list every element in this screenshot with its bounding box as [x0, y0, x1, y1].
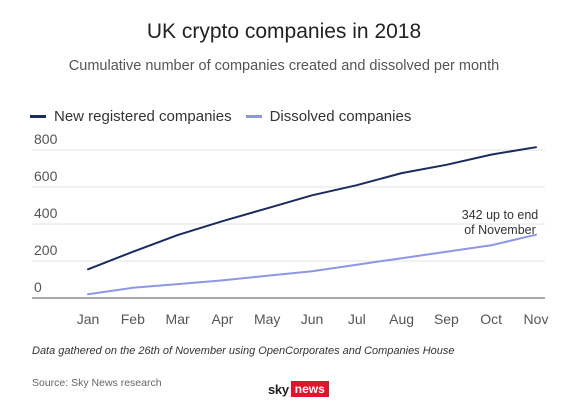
annotation-text: 342 up to end [462, 208, 539, 222]
x-tick-label: Sep [434, 311, 459, 327]
x-tick-label: Apr [212, 311, 234, 327]
chart-subtitle: Cumulative number of companies created a… [68, 58, 500, 74]
legend-swatch-new [30, 115, 46, 118]
legend-swatch-dissolved [245, 115, 262, 118]
series-line-new-registered [87, 146, 537, 271]
x-tick-label: Jul [348, 311, 366, 327]
y-tick-label: 800 [34, 131, 58, 147]
series-line-dissolved [87, 233, 537, 296]
chart-title: UK crypto companies in 2018 [146, 20, 422, 43]
x-tick-label: Aug [389, 311, 414, 327]
legend-item-new: New registered companies [30, 108, 232, 125]
y-tick-label: 600 [34, 168, 58, 184]
line-chart: 0 200 400 600 800 Jan Feb Mar Apr May Jun Jul Aug Se… [32, 131, 549, 327]
x-tick-label: Mar [166, 311, 190, 327]
x-tick-label: Jun [301, 311, 324, 327]
legend-item-dissolved: Dissolved companies [245, 108, 412, 125]
source-text: Source: Sky News research [32, 377, 162, 389]
y-tick-label: 200 [34, 242, 58, 258]
legend-label-dissolved: Dissolved companies [269, 108, 412, 125]
y-tick-label: 0 [34, 279, 42, 295]
data-note: Data gathered on the 26th of November us… [32, 345, 455, 357]
sky-news-logo: sky news [268, 381, 329, 397]
logo-news-text: news [290, 381, 329, 397]
legend: New registered companies Dissolved compa… [30, 108, 425, 125]
x-tick-label: Jan [77, 311, 100, 327]
y-tick-label: 400 [34, 205, 58, 221]
x-tick-label: Oct [480, 311, 502, 327]
x-tick-label: May [254, 311, 280, 327]
x-tick-label: Nov [524, 311, 549, 327]
annotation-text: of November [464, 223, 536, 237]
x-tick-label: Feb [121, 311, 145, 327]
logo-sky-text: sky [268, 381, 289, 397]
legend-label-new: New registered companies [54, 108, 232, 125]
